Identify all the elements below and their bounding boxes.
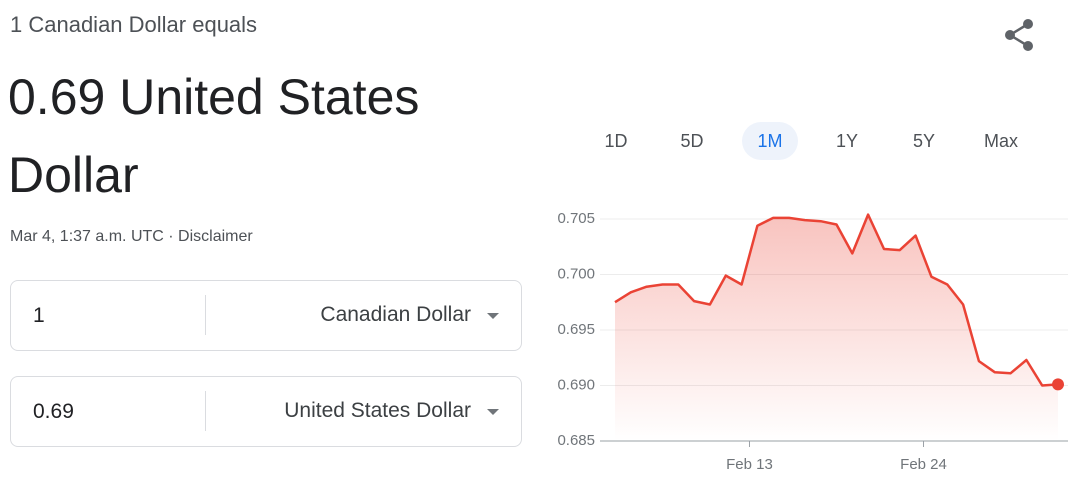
- range-tab[interactable]: Max: [983, 131, 1018, 151]
- y-tick-label: 0.690: [557, 376, 595, 393]
- x-tick-label: Feb 13: [726, 456, 773, 473]
- converter-row: 1 Canadian Dollar: [10, 280, 522, 351]
- divider: [205, 391, 206, 431]
- share-icon[interactable]: [1000, 16, 1040, 56]
- timestamp-line: Mar 4, 1:37 a.m. UTC · Disclaimer: [10, 228, 253, 246]
- y-tick-label: 0.695: [557, 321, 595, 338]
- range-tab[interactable]: 1M: [742, 122, 798, 160]
- range-tab[interactable]: 1D: [604, 131, 628, 151]
- y-tick-label: 0.700: [557, 265, 595, 282]
- dropdown-arrow[interactable]: [487, 313, 499, 319]
- range-tab[interactable]: 5Y: [912, 131, 936, 151]
- last-point: [1052, 378, 1064, 391]
- currency-select[interactable]: Canadian Dollar: [320, 303, 471, 326]
- result: 0.69 United States Dollar: [8, 69, 420, 203]
- range-tab[interactable]: 5D: [680, 131, 704, 151]
- subtitle: 1 Canadian Dollar equals: [10, 12, 258, 37]
- amount-input[interactable]: 0.69: [33, 400, 74, 423]
- x-tick-label: Feb 24: [900, 456, 947, 473]
- y-tick-label: 0.705: [557, 210, 595, 227]
- timestamp: Mar 4, 1:37 a.m. UTC ·: [10, 228, 174, 245]
- amount-input[interactable]: 1: [33, 304, 45, 327]
- currency-select[interactable]: United States Dollar: [284, 399, 471, 422]
- disclaimer-link[interactable]: Disclaimer: [178, 228, 253, 245]
- range-tab[interactable]: 1Y: [835, 131, 859, 151]
- dropdown-arrow[interactable]: [487, 409, 499, 415]
- converter-row: 0.69 United States Dollar: [10, 376, 522, 447]
- line: [614, 213, 1059, 387]
- divider: [205, 295, 206, 335]
- area: [615, 214, 1058, 441]
- y-tick-label: 0.685: [557, 432, 595, 449]
